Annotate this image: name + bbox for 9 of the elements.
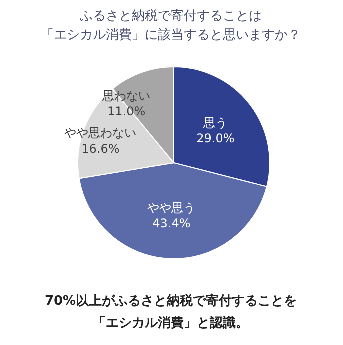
text: 70%以上がふるさと納税で寄付することを「エシカル消費」と認識。	[44, 293, 298, 331]
data-label: 29.0%	[196, 132, 235, 146]
data-label: 11.0%	[107, 104, 146, 118]
slice-label: やや思う	[148, 201, 196, 216]
slice-label: 思う	[202, 116, 228, 130]
slice-label: やや思わない	[64, 126, 137, 140]
data-label: 16.6%	[82, 142, 120, 156]
chart-title: ふるさと納税で寄付することは「エシカル消費」に該当すると思いますか？	[41, 8, 301, 43]
data-label: 43.4%	[152, 216, 191, 231]
